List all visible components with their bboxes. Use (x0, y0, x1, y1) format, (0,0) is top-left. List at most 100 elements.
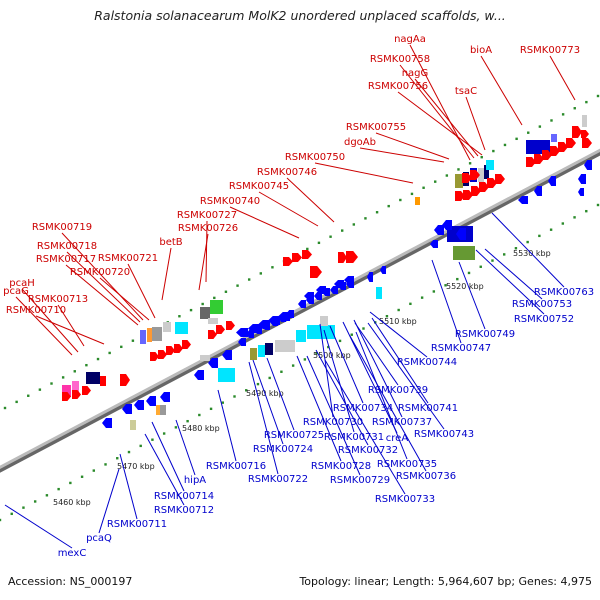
kbp-tick-label: 5520 kbp (446, 282, 484, 291)
forward-gene-arrow (338, 252, 347, 263)
reverse-gene-label: mexC (58, 548, 87, 559)
leader-line (229, 206, 300, 239)
lower-track-dot (456, 277, 459, 281)
upper-track-dot (364, 217, 367, 220)
reverse-gene-arrow (122, 404, 132, 414)
reverse-gene-label: RSMK00753 (512, 299, 572, 310)
reverse-gene-arrow (584, 160, 592, 170)
upper-track-dot (317, 241, 321, 245)
lower-track-dot (479, 265, 482, 268)
lower-track-dot (444, 284, 447, 287)
upper-track-dot (550, 119, 553, 122)
leader-line (349, 335, 427, 472)
forward-gene-arrow (558, 142, 568, 152)
reverse-gene-label: creA (386, 433, 409, 444)
forward-gene-label: RSMK00727 (177, 210, 237, 221)
gene-block (484, 165, 489, 179)
leader-line (315, 349, 369, 446)
reverse-gene-label: hipA (184, 475, 206, 486)
gene-block (453, 246, 475, 260)
leader-line (119, 453, 138, 520)
lower-track-dot (585, 209, 588, 213)
lower-track-dot (209, 407, 213, 411)
leader-line (266, 357, 295, 431)
gene-block (100, 376, 106, 386)
forward-gene-label: RSMK00718 (37, 241, 97, 252)
lower-track-dot (596, 203, 600, 207)
leader-line (319, 323, 334, 418)
forward-gene-arrow (120, 374, 130, 386)
reverse-gene-arrow (430, 240, 438, 248)
forward-gene-arrow (470, 170, 480, 180)
reverse-gene-arrow (160, 392, 170, 402)
forward-gene-arrow (526, 157, 536, 167)
upper-track-dot (410, 192, 414, 196)
leader-line (286, 177, 335, 223)
reverse-gene-arrow (380, 266, 386, 274)
reverse-gene-label: RSMK00731 (324, 432, 384, 443)
upper-track-dot (247, 278, 251, 281)
lower-track-dot (327, 345, 330, 349)
forward-gene-arrow (550, 146, 560, 156)
leader-line (161, 247, 172, 301)
lower-track-dot (432, 290, 436, 293)
gene-block (250, 348, 257, 360)
lower-track-dot (491, 259, 494, 262)
lower-track-dot (198, 413, 201, 417)
lower-track-dot (174, 426, 178, 429)
lower-track-dot (268, 376, 271, 380)
gene-block (582, 115, 587, 127)
reverse-gene-arrow (208, 358, 218, 368)
leader-line (127, 263, 156, 319)
forward-gene-arrow (581, 130, 589, 138)
lower-track-dot (221, 401, 224, 404)
forward-gene-arrow (542, 150, 552, 160)
forward-gene-label: dgoAb (344, 137, 376, 148)
reverse-gene-label: RSMK00739 (368, 385, 428, 396)
leader-line (491, 212, 565, 288)
gene-block (551, 134, 557, 142)
lower-track-dot (104, 463, 107, 466)
upper-track-dot (15, 400, 18, 404)
forward-gene-arrow (566, 138, 576, 148)
forward-gene-label: RSMK00710 (6, 305, 66, 316)
upper-track-dot (201, 302, 204, 306)
leader-line (465, 96, 486, 151)
lower-track-dot (420, 296, 424, 299)
gene-block (376, 287, 382, 299)
lower-track-dot (338, 339, 342, 343)
lower-track-dot (151, 438, 154, 441)
gene-block (72, 381, 79, 393)
leader-line (35, 315, 105, 345)
lower-track-dot (33, 500, 37, 503)
leader-line (324, 359, 406, 495)
reverse-gene-label: RSMK00711 (107, 519, 167, 530)
reverse-gene-label: RSMK00734 (333, 403, 393, 414)
lower-track-dot (127, 450, 131, 454)
upper-track-dot (573, 107, 576, 110)
reverse-gene-arrow (456, 228, 466, 240)
leader-line (248, 361, 279, 475)
forward-gene-arrow (150, 352, 159, 361)
upper-track-dot (189, 308, 193, 312)
leader-line (217, 389, 237, 462)
reverse-gene-arrow (534, 186, 542, 196)
leader-line (66, 251, 141, 323)
lower-track-dot (362, 327, 365, 330)
forward-gene-arrow (471, 186, 481, 196)
upper-track-dot (236, 284, 239, 287)
lower-track-dot (409, 302, 412, 306)
reverse-gene-arrow (134, 400, 144, 410)
leader-line (144, 433, 185, 506)
forward-gene-arrow (158, 350, 167, 359)
leader-line (21, 288, 79, 353)
leader-line (57, 304, 85, 347)
forward-gene-label: RSMK00726 (178, 223, 238, 234)
kbp-tick-label: 5460 kbp (53, 498, 91, 507)
upper-track-dot (399, 198, 402, 202)
forward-gene-arrow (582, 138, 592, 148)
leader-line (375, 132, 450, 160)
reverse-gene-label: RSMK00749 (455, 329, 515, 340)
reverse-gene-arrow (344, 276, 354, 284)
gene-block (210, 300, 223, 314)
